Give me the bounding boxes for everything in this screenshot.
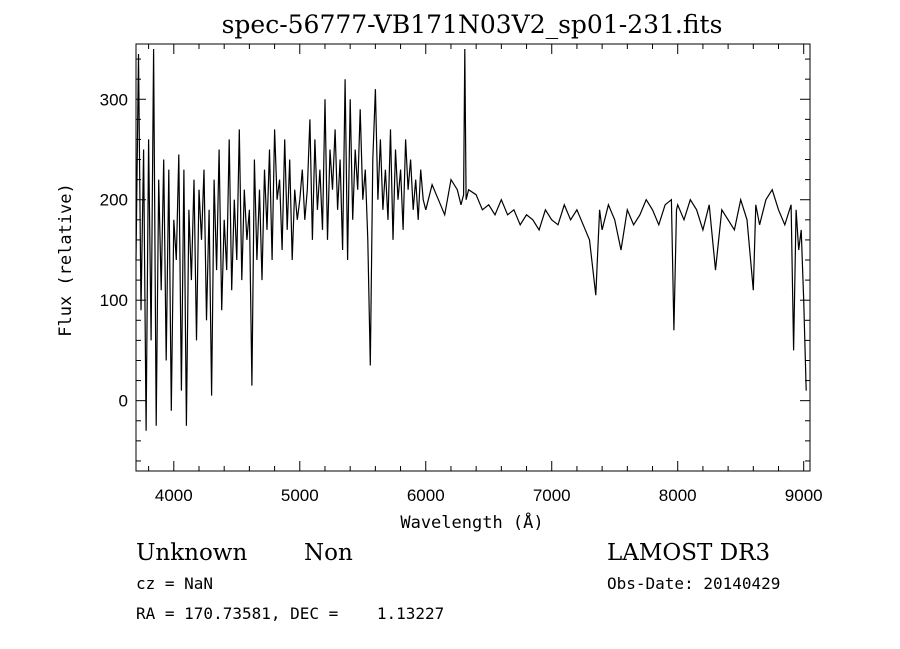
y-tick-label: 0	[119, 392, 128, 411]
y-tick-label: 200	[100, 191, 128, 210]
survey-label: LAMOST DR3	[607, 540, 770, 566]
spectrum-line	[135, 48, 807, 431]
x-tick-label: 7000	[533, 486, 571, 505]
obs-date-label: Obs-Date: 20140429	[607, 574, 780, 593]
axis-tick-labels: 4000 5000 6000 7000 8000 9000 0 100 200 300	[100, 90, 823, 505]
y-axis-label: Flux (relative)	[56, 183, 76, 337]
x-tick-label: 9000	[785, 486, 823, 505]
chart-title: spec-56777-VB171N03V2_sp01-231.fits	[222, 10, 723, 39]
x-tick-label: 8000	[659, 486, 697, 505]
x-tick-label: 6000	[407, 486, 445, 505]
cz-label: cz = NaN	[136, 574, 213, 593]
coords-label: RA = 170.73581, DEC = 1.13227	[136, 604, 444, 623]
y-tick-label: 300	[100, 90, 128, 109]
x-tick-label: 5000	[281, 486, 319, 505]
x-tick-label: 4000	[155, 486, 193, 505]
x-axis-label: Wavelength (Å)	[400, 511, 543, 533]
class-label: Unknown	[136, 540, 247, 566]
y-tick-label: 100	[100, 291, 128, 310]
subclass-label: Non	[304, 540, 353, 566]
